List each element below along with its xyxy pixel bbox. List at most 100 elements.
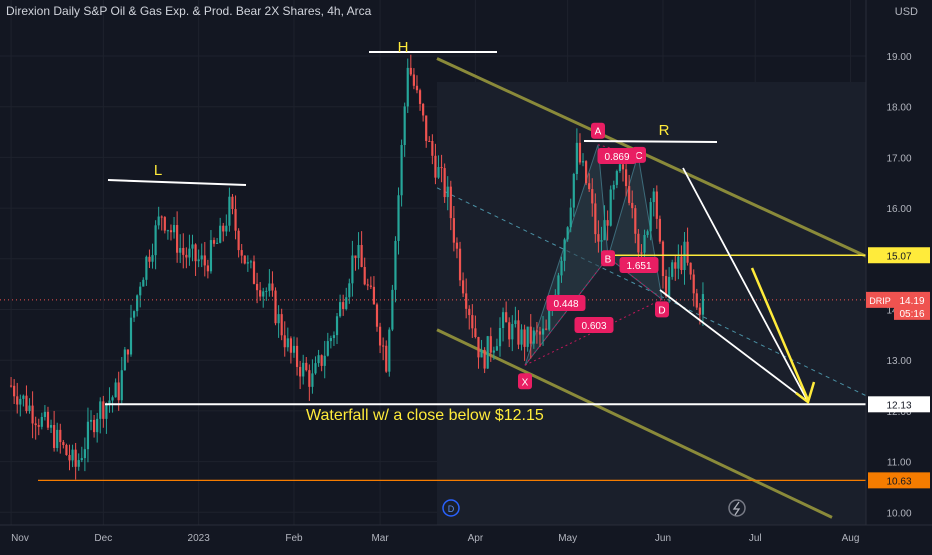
candle-body (314, 363, 317, 374)
point-x-label-bg (518, 373, 532, 390)
candle-body (477, 337, 480, 358)
time-tick-label: Feb (285, 533, 303, 544)
candle-body (160, 216, 163, 218)
candle-body (157, 216, 160, 226)
candle-body (136, 295, 139, 312)
candle-body (354, 255, 357, 258)
candle-body (56, 429, 59, 448)
candle-body (462, 280, 465, 294)
symbol-badge: DRIP (869, 296, 891, 306)
candle-body (523, 329, 526, 347)
candle-body (458, 248, 462, 281)
candle-body (624, 169, 628, 187)
candle-body (505, 312, 508, 323)
candle-body (689, 262, 692, 275)
candle-body (508, 322, 511, 340)
candle-body (237, 230, 240, 251)
candle-body (597, 234, 600, 242)
candle-body (698, 307, 701, 315)
candle-body (308, 370, 311, 387)
candle-body (259, 290, 262, 297)
candle-body (640, 252, 643, 254)
candle-body (148, 256, 151, 262)
point-a-label-bg (591, 122, 605, 139)
candle-body (369, 285, 372, 287)
candle-body (680, 256, 683, 271)
candle-body (621, 164, 625, 170)
candle-body (545, 328, 548, 330)
candle-body (329, 338, 332, 342)
candle-body (560, 260, 563, 276)
right-shoulder-label: R (659, 122, 670, 139)
ratio-ac-label: 0.869 (604, 152, 629, 163)
candle-body (403, 106, 406, 145)
dividend-event-letter: D (448, 504, 455, 514)
candle-body (191, 244, 194, 249)
candle-body (541, 328, 545, 335)
candle-body (658, 218, 661, 242)
price-tick-label: 17.00 (886, 153, 911, 164)
candle-body (68, 455, 71, 461)
candle-body (292, 345, 296, 353)
time-tick-label: Nov (11, 533, 29, 544)
candle-body (468, 308, 471, 316)
candle-body (96, 418, 99, 433)
time-tick-label: May (558, 533, 577, 544)
point-b-label: B (605, 254, 612, 265)
point-b-label-bg (601, 250, 615, 267)
candle-body (302, 362, 305, 377)
last-price-badge: 14.19 (899, 296, 924, 307)
candle-body (274, 290, 277, 324)
candle-body (332, 335, 336, 339)
candle-body (674, 262, 677, 269)
candle-body (594, 203, 597, 235)
head-label: H (398, 39, 409, 56)
candle-body (434, 155, 437, 178)
candle-body (557, 275, 560, 295)
candle-body (357, 245, 360, 258)
candle-body (449, 186, 452, 219)
candle-body (188, 248, 191, 258)
candle-body (265, 290, 268, 292)
candle-body (268, 283, 271, 291)
candle-body (695, 293, 698, 308)
candle-body (111, 397, 114, 401)
price-tick-label: 16.00 (886, 204, 911, 215)
right-shoulder-line (583, 140, 718, 143)
left-shoulder-line (107, 179, 247, 186)
candle-body (409, 67, 412, 75)
candle-body (31, 405, 34, 424)
candle-body (228, 196, 231, 226)
candle-body (394, 240, 397, 290)
price-tick-label: 11.00 (887, 458, 912, 469)
highlight-zone (437, 82, 866, 525)
candle-body (661, 241, 665, 277)
candle-body (176, 225, 179, 253)
time-tick-label: Mar (371, 533, 389, 544)
candle-body (652, 191, 655, 203)
candle-body (339, 302, 342, 317)
candle-body (249, 261, 253, 263)
candle-body (277, 314, 280, 324)
candle-body (80, 458, 83, 461)
candle-body (382, 345, 385, 347)
candle-body (388, 329, 391, 372)
candle-body (581, 161, 585, 163)
candle-body (492, 350, 495, 353)
last-price-badge-bg (894, 291, 930, 320)
candle-body (317, 355, 320, 364)
ratio-xd-label: 0.603 (581, 321, 606, 332)
ratio-bd-label: 1.651 (626, 261, 651, 272)
candle-body (16, 396, 19, 405)
candle-body (655, 191, 658, 219)
candle-body (252, 261, 256, 284)
candle-body (83, 449, 86, 459)
candle-body (489, 336, 492, 353)
candle-body (37, 425, 40, 427)
candle-body (102, 401, 105, 419)
candle-body (375, 304, 379, 327)
candle-body (363, 266, 366, 285)
time-tick-label: Jul (749, 533, 762, 544)
